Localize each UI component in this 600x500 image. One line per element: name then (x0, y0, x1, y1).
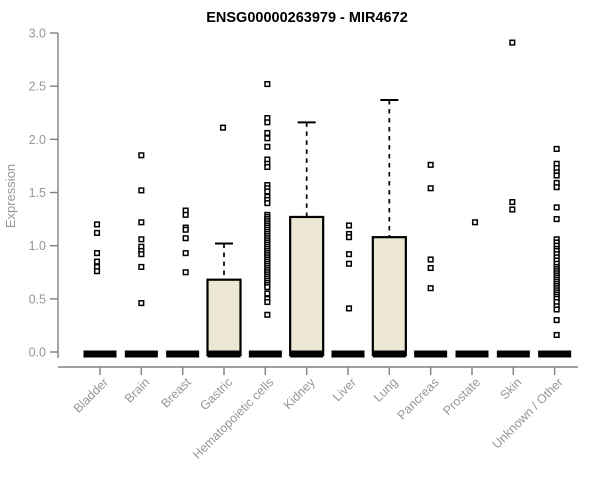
outlier-point (427, 161, 434, 168)
outlier-point (264, 143, 271, 150)
outlier-point (509, 199, 516, 206)
outlier-point (264, 80, 271, 88)
outlier-point (264, 200, 271, 207)
outlier-point (553, 204, 560, 211)
outlier-point (93, 250, 101, 257)
outlier-point (509, 206, 516, 213)
outlier-point (138, 187, 145, 194)
outlier-point (345, 251, 353, 258)
outlier-point (553, 317, 560, 324)
box (206, 278, 242, 357)
outlier-point (264, 119, 271, 126)
x-tick-label: Prostate (440, 375, 483, 418)
median-bar (538, 350, 572, 358)
median-bar (83, 350, 117, 358)
x-tick-label: Hematopoietic cells (190, 375, 277, 462)
median-bar (124, 350, 158, 358)
x-tick-label: Brain (122, 375, 153, 406)
y-tick-label: 1.0 (29, 239, 46, 253)
outlier-point (264, 163, 271, 171)
outlier-point (182, 250, 189, 257)
y-tick-label: 1.5 (29, 186, 46, 200)
outlier-point (345, 260, 353, 267)
outlier-point (138, 236, 145, 243)
x-tick-label: Kidney (281, 375, 318, 412)
outlier-point (427, 185, 434, 192)
x-tick-label: Unknown / Other (490, 375, 566, 451)
y-tick-label: 2.5 (29, 80, 46, 94)
outlier-point (182, 235, 189, 242)
outlier-point (553, 331, 560, 339)
x-tick-label: Lung (371, 375, 401, 405)
outlier-point (138, 152, 145, 159)
outlier-point (264, 129, 271, 137)
outlier-point (138, 263, 145, 270)
outlier-point (264, 298, 271, 306)
median-bar (372, 350, 406, 358)
y-axis-title: Expression (3, 164, 18, 228)
outlier-point (345, 222, 353, 229)
outlier-point (182, 226, 189, 233)
outlier-point (264, 284, 271, 291)
outlier-point (182, 269, 189, 276)
outlier-point (553, 216, 560, 223)
outlier-point (553, 306, 560, 313)
outlier-point (345, 234, 353, 241)
box (289, 215, 325, 357)
outlier-point (553, 184, 560, 191)
median-bar (455, 350, 489, 358)
chart-title: ENSG00000263979 - MIR4672 (206, 10, 408, 26)
outlier-point (553, 172, 560, 179)
outlier-point (427, 256, 434, 263)
x-tick-label: Liver (330, 375, 359, 404)
median-bar (248, 350, 282, 358)
outlier-point (219, 124, 227, 131)
outlier-point (138, 300, 145, 307)
x-tick-label: Skin (497, 375, 524, 402)
x-tick-label: Breast (158, 375, 194, 411)
outlier-point (264, 188, 271, 195)
x-tick-label: Bladder (71, 375, 111, 415)
outlier-point (427, 264, 434, 272)
outlier-point (138, 219, 145, 226)
y-tick-label: 0.0 (29, 346, 46, 360)
outlier-point (553, 145, 560, 152)
y-tick-label: 0.5 (29, 292, 46, 306)
median-bar (166, 350, 200, 358)
outlier-point (471, 219, 479, 226)
x-tick-label: Pancreas (395, 375, 442, 422)
outlier-point (264, 290, 271, 297)
outlier-point (93, 221, 101, 228)
median-bar (290, 350, 324, 358)
outlier-point (509, 39, 516, 46)
y-tick-label: 3.0 (29, 27, 46, 41)
outlier-point (93, 229, 101, 236)
outlier-point (264, 311, 271, 318)
outlier-point (427, 285, 434, 292)
outlier-point (93, 268, 101, 275)
x-tick-label: Gastric (197, 375, 235, 413)
median-bar (414, 350, 448, 358)
outlier-point (345, 305, 353, 312)
outlier-point (182, 211, 189, 218)
outlier-point (264, 135, 271, 142)
median-bar (331, 350, 365, 358)
median-bar (207, 350, 241, 358)
box (371, 236, 407, 357)
y-tick-label: 2.0 (29, 133, 46, 147)
median-bar (496, 350, 530, 358)
outlier-point (93, 258, 101, 265)
outlier-point (138, 251, 145, 258)
